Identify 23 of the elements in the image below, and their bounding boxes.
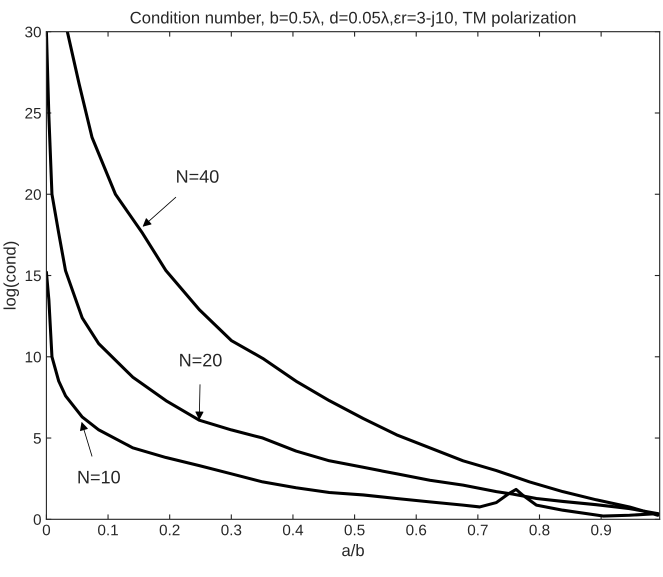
x-tick-label: 0.2 bbox=[160, 524, 180, 536]
x-tick-label: 0.6 bbox=[406, 524, 426, 536]
y-axis-title: log(cond) bbox=[3, 242, 19, 310]
x-tick-label: 0.1 bbox=[98, 524, 118, 536]
annotation: N=20 bbox=[180, 354, 222, 366]
x-tick-label: 0.3 bbox=[221, 524, 242, 536]
x-axis-title: a/b bbox=[342, 544, 364, 556]
annotation: N=10 bbox=[78, 470, 120, 484]
x-tick-label: 0.8 bbox=[529, 524, 550, 536]
y-tick-label: 10 bbox=[26, 352, 41, 362]
y-tick-label: 25 bbox=[25, 108, 41, 119]
y-tick-label: 20 bbox=[25, 189, 41, 200]
x-tick-label: 0 bbox=[42, 524, 50, 536]
y-tick-label: 5 bbox=[34, 433, 41, 444]
y-tick-label: 30 bbox=[25, 26, 41, 38]
x-tick-label: 0.5 bbox=[344, 524, 365, 536]
x-tick-label: 0.7 bbox=[468, 524, 488, 536]
y-tick-label: 0 bbox=[34, 514, 41, 525]
chart-title: Condition number, b=0.5λ, d=0.05λ,εr=3-j10, TM polarization bbox=[130, 11, 576, 27]
x-tick-label: 0.4 bbox=[282, 524, 304, 536]
y-tick-label: 15 bbox=[26, 270, 41, 282]
annotation: N=40 bbox=[177, 170, 219, 183]
x-tick-label: 0.9 bbox=[591, 524, 612, 536]
